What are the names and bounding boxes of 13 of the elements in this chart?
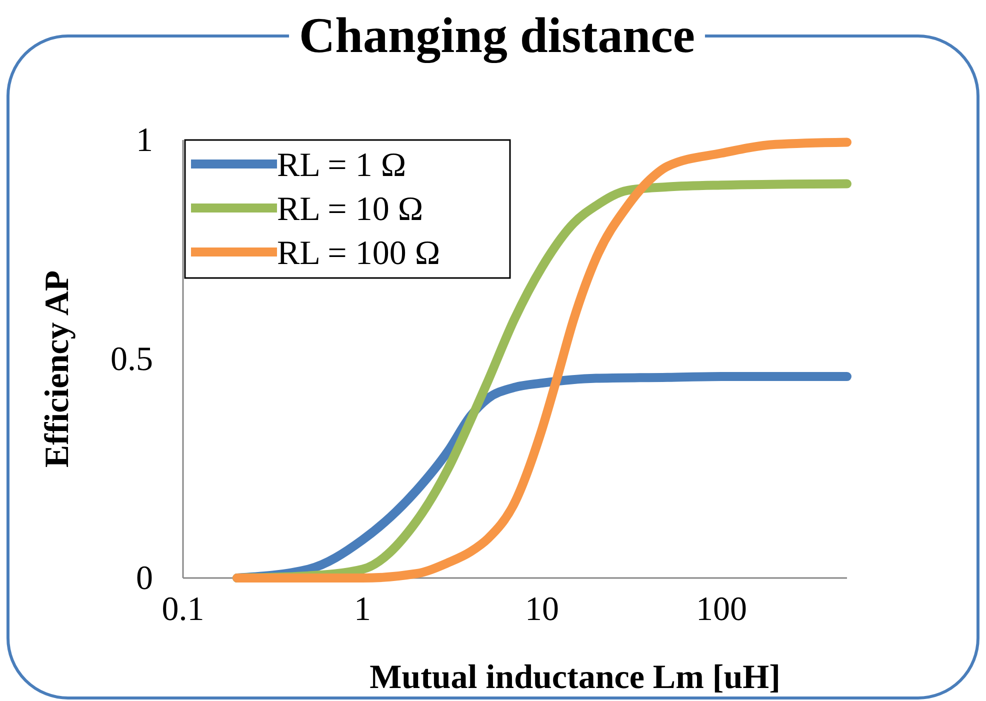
- x-tick-label: 10: [525, 591, 560, 628]
- legend-label: RL = 1 Ω: [277, 147, 406, 184]
- legend-label: RL = 10 Ω: [277, 191, 424, 228]
- legend-label: RL = 100 Ω: [277, 235, 440, 272]
- x-tick-label: 100: [696, 591, 748, 628]
- y-tick-label: 0.5: [110, 340, 153, 378]
- y-tick-label: 1: [136, 122, 153, 159]
- x-axis-title: Mutual inductance Lm [uH]: [370, 659, 780, 696]
- y-tick-label: 0: [136, 560, 153, 597]
- chart-title: Changing distance: [299, 7, 695, 64]
- x-tick-label: 1: [354, 591, 372, 628]
- y-axis-title: Efficiency AP: [39, 270, 76, 468]
- x-tick-label: 0.1: [162, 591, 204, 628]
